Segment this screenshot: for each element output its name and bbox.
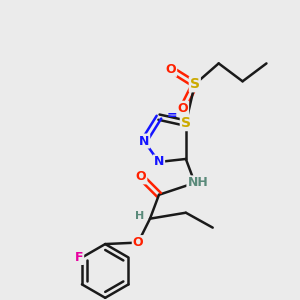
Text: NH: NH [188,176,208,189]
Text: N: N [154,155,164,168]
Text: O: O [133,236,143,249]
Text: N: N [139,134,149,148]
Text: S: S [190,77,200,91]
Text: O: O [136,170,146,183]
Text: S: S [181,116,191,130]
Text: =: = [167,109,178,122]
Text: O: O [178,102,188,115]
Text: H: H [135,211,144,221]
Text: O: O [166,63,176,76]
Text: F: F [75,251,83,264]
